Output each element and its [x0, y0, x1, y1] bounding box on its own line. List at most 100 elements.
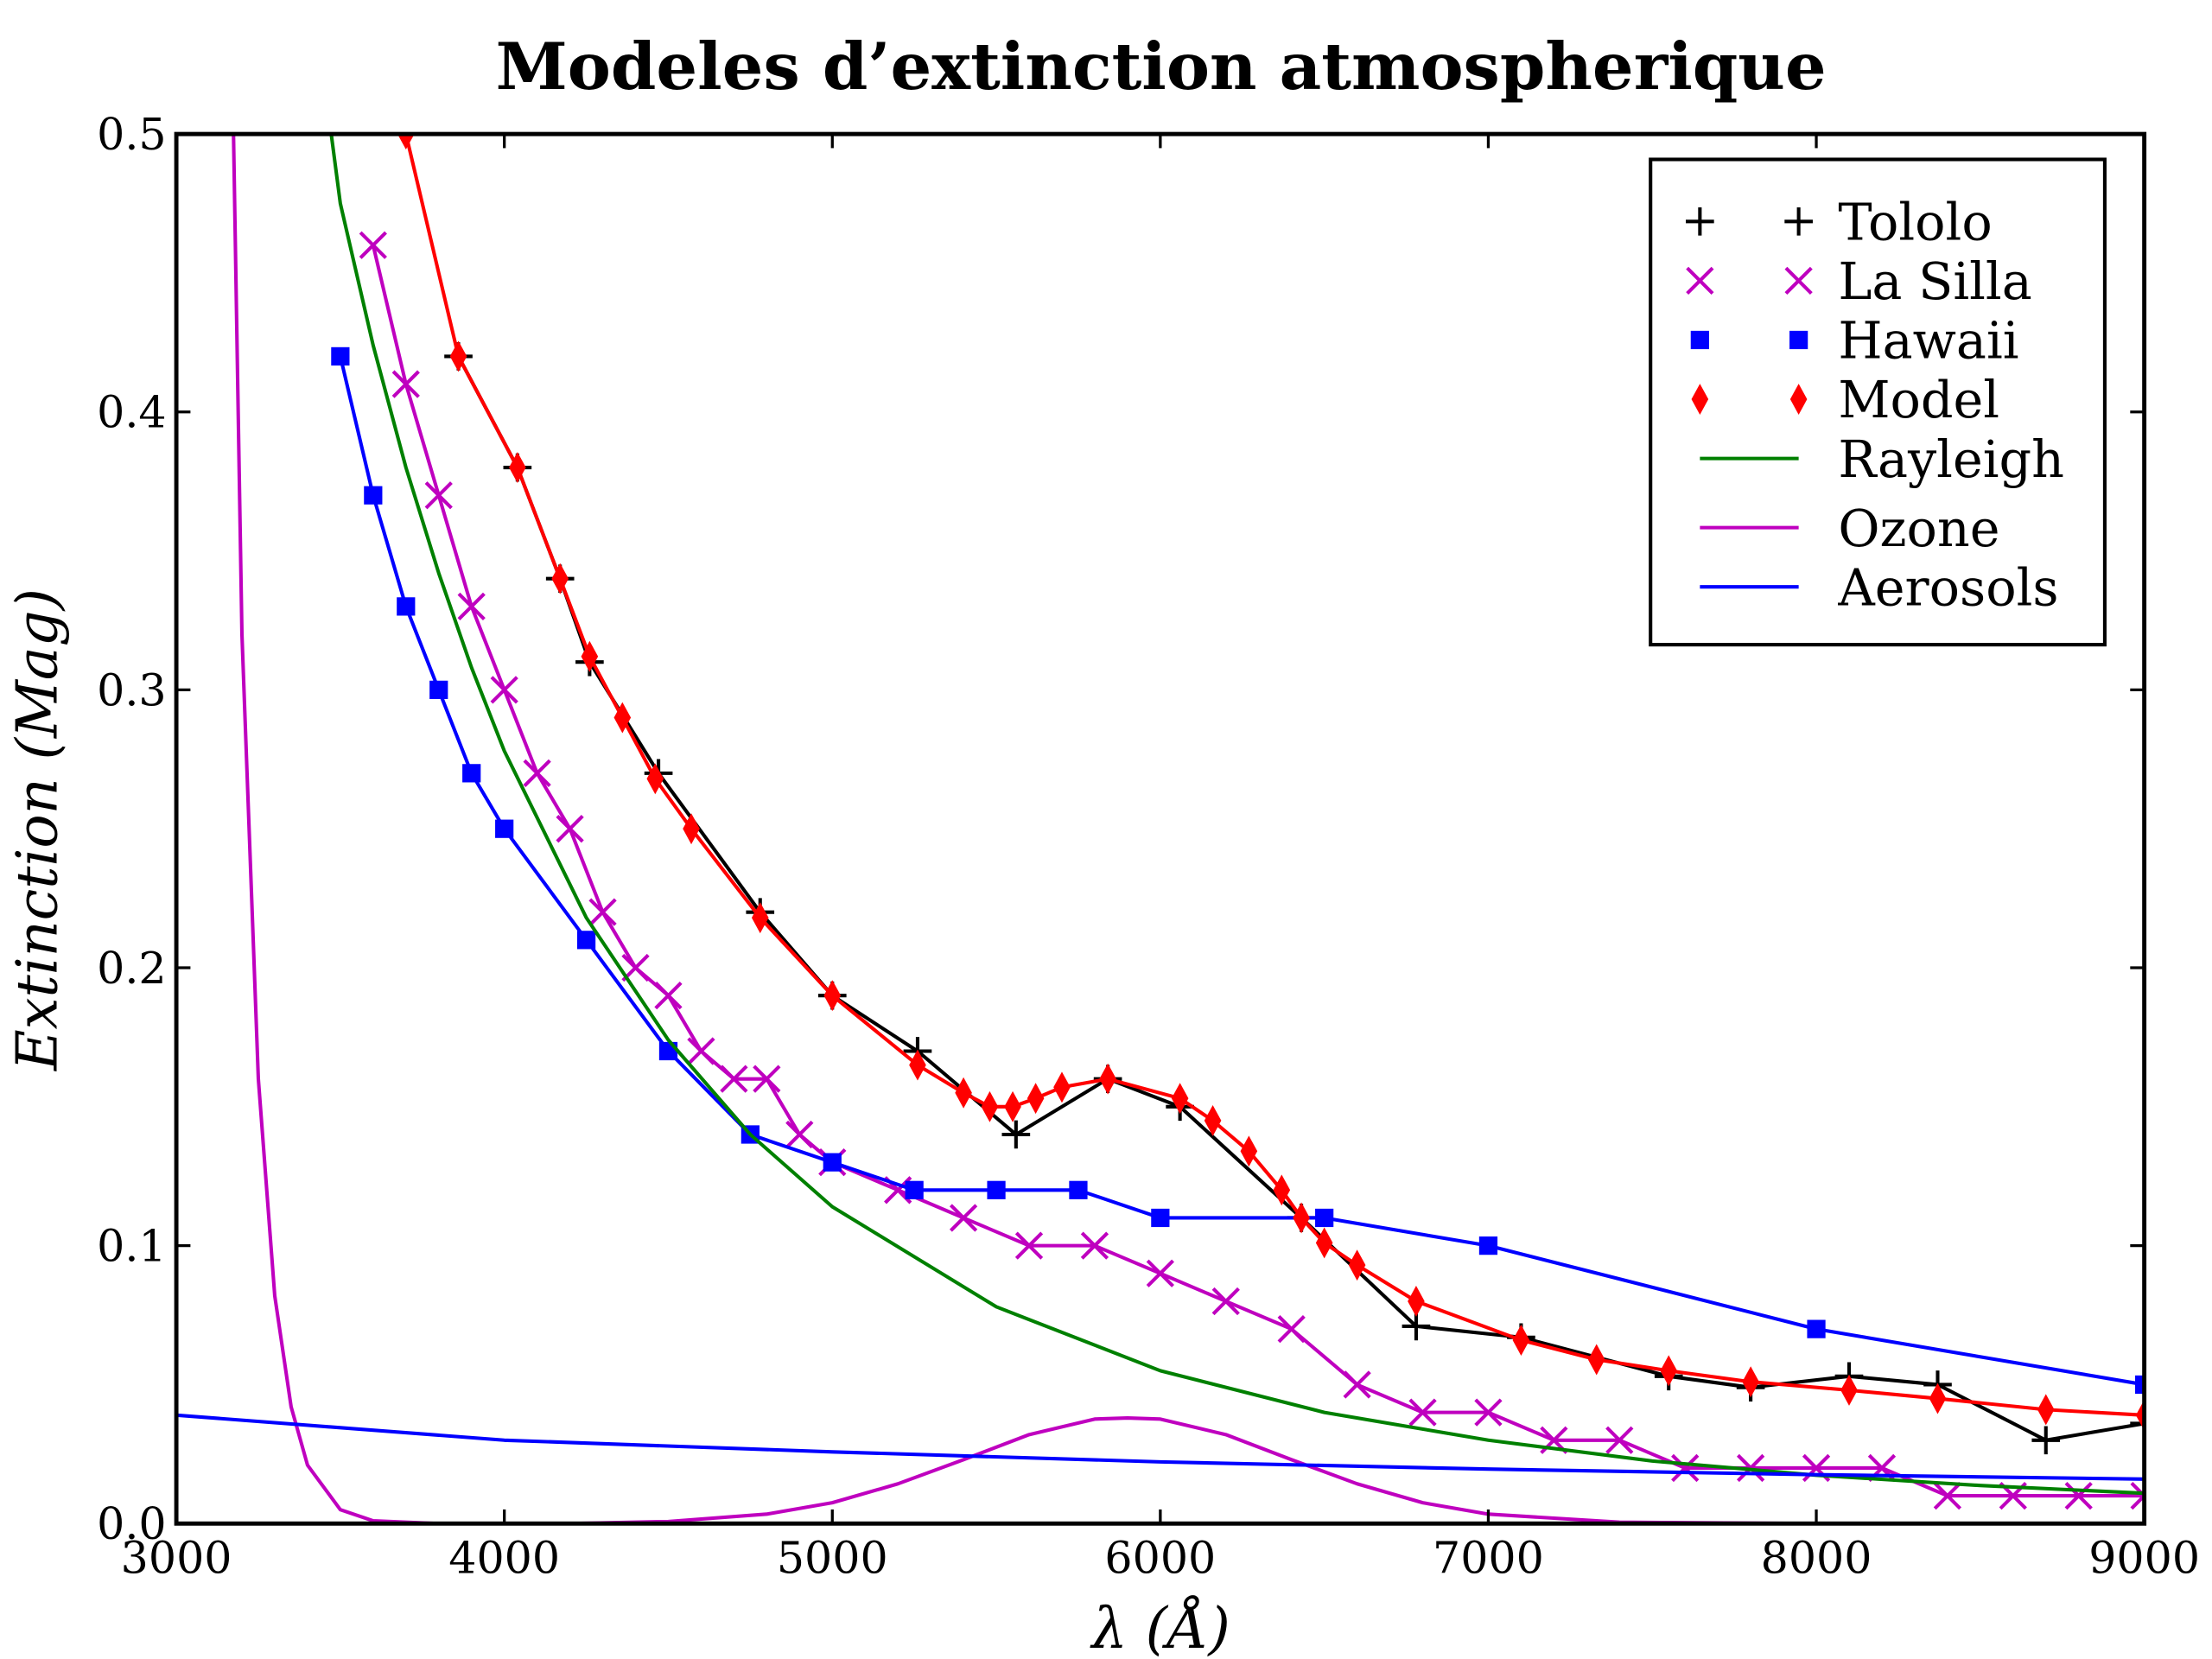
- series-ozone: [232, 134, 2145, 1524]
- data-point-la-silla: [654, 982, 683, 1010]
- data-point-model: [1408, 1286, 1425, 1317]
- series-rayleigh: [329, 134, 2145, 1496]
- legend-entry-la-silla: La Silla: [1686, 251, 2032, 311]
- data-point-hawaii: [429, 680, 448, 699]
- data-point-la-silla: [785, 1120, 814, 1149]
- data-point-model: [509, 452, 526, 484]
- y-tick-label: 0.1: [97, 1221, 167, 1272]
- data-point-model: [1004, 1090, 1021, 1122]
- data-point-hawaii: [1151, 1208, 1170, 1228]
- data-point-la-silla: [1474, 1398, 1503, 1427]
- axis-ticks: 3000 4000 5000 6000 7000 8000 9000 0.0 0.1 0.2 0.3…: [97, 109, 2200, 1583]
- legend-label: Hawaii: [1838, 311, 2018, 371]
- data-point-la-silla: [2064, 1481, 2093, 1510]
- series-line-hawaii: [338, 355, 2145, 1387]
- x-tick-label: 6000: [1104, 1532, 1216, 1583]
- legend-label: Model: [1838, 370, 1999, 429]
- data-point-la-silla: [391, 370, 420, 398]
- x-tick-label: 8000: [1761, 1532, 1872, 1583]
- data-point-hawaii: [823, 1153, 842, 1172]
- legend-box: [1649, 157, 2107, 647]
- data-point-model: [823, 980, 842, 1012]
- data-point-la-silla: [1605, 1426, 1634, 1454]
- y-tick-label: 0.2: [97, 943, 167, 994]
- data-point-la-silla: [424, 481, 453, 510]
- data-point-tololo: [1001, 1120, 1031, 1149]
- data-point-hawaii: [1069, 1180, 1088, 1199]
- data-point-la-silla: [1277, 1314, 1306, 1344]
- data-point-tololo: [2031, 1426, 2061, 1455]
- data-point-model: [581, 640, 599, 672]
- legend-entry-tololo: Tololo: [1686, 193, 1993, 252]
- data-point-la-silla: [457, 592, 486, 621]
- legend-entry-hawaii: Hawaii: [1690, 311, 2019, 371]
- data-point-la-silla: [720, 1065, 748, 1093]
- data-point-hawaii: [576, 931, 596, 950]
- legend-label: Tololo: [1838, 193, 1992, 252]
- series-la-silla: [359, 231, 2145, 1510]
- series-line-aerosols: [176, 1413, 2145, 1481]
- x-axis-label: λ (Å): [1090, 1595, 1230, 1659]
- legend-marker: [1690, 330, 1709, 350]
- legend-entry-aerosols: Aerosols: [1700, 557, 2059, 617]
- legend-marker: [1784, 207, 1813, 236]
- legend-marker: [1686, 266, 1714, 296]
- data-point-model: [1512, 1325, 1530, 1356]
- data-point-model: [981, 1090, 999, 1122]
- y-tick-label: 0.5: [97, 109, 167, 160]
- data-point-model: [955, 1077, 972, 1109]
- data-point-la-silla: [1408, 1398, 1437, 1427]
- data-point-la-silla: [588, 898, 617, 926]
- series-line-ozone: [232, 134, 2145, 1524]
- y-tick-label: 0.4: [97, 387, 167, 438]
- data-point-model: [1053, 1071, 1071, 1103]
- y-tick-label: 0.0: [97, 1498, 167, 1549]
- legend-label: La Silla: [1838, 251, 2031, 311]
- x-tick-label: 9000: [2088, 1532, 2200, 1583]
- data-point-model: [551, 563, 569, 594]
- data-point-la-silla: [1933, 1481, 1962, 1510]
- data-point-model: [2037, 1394, 2055, 1426]
- data-point-hawaii: [1315, 1208, 1334, 1228]
- data-point-model: [1929, 1382, 1947, 1414]
- legend-marker: [1784, 266, 1813, 296]
- data-point-model: [1273, 1174, 1291, 1206]
- data-point-la-silla: [523, 759, 551, 787]
- data-point-la-silla: [1146, 1259, 1174, 1287]
- data-point-model: [751, 902, 769, 934]
- legend-entry-ozone: Ozone: [1700, 499, 2000, 558]
- data-point-model: [646, 763, 664, 795]
- legend-marker: [1686, 207, 1714, 236]
- data-point-la-silla: [753, 1065, 781, 1093]
- data-point-la-silla: [2130, 1481, 2145, 1510]
- y-axis-label: Extinction (Mag): [4, 588, 70, 1071]
- data-point-model: [1587, 1344, 1605, 1376]
- series-aerosols: [176, 1413, 2145, 1481]
- legend-entry-model: Model: [1691, 370, 1999, 429]
- chart-title: Modeles d’extinction atmospherique: [496, 28, 1827, 105]
- data-point-la-silla: [556, 815, 584, 843]
- data-point-model: [1742, 1366, 1759, 1398]
- legend-label: Ozone: [1838, 499, 1999, 558]
- data-point-hawaii: [364, 486, 383, 505]
- data-point-hawaii: [1807, 1319, 1826, 1338]
- x-tick-label: 3000: [121, 1532, 232, 1583]
- data-point-tololo: [2130, 1409, 2145, 1438]
- data-point-hawaii: [397, 597, 416, 616]
- data-point-model: [1171, 1083, 1189, 1115]
- data-point-hawaii: [987, 1180, 1006, 1199]
- data-point-la-silla: [490, 676, 518, 704]
- data-point-hawaii: [1478, 1236, 1498, 1255]
- data-point-model: [1315, 1227, 1333, 1259]
- data-point-la-silla: [1211, 1287, 1240, 1316]
- data-point-la-silla: [949, 1204, 978, 1232]
- data-point-hawaii: [905, 1180, 924, 1199]
- data-point-model: [909, 1049, 926, 1081]
- data-point-la-silla: [1014, 1231, 1044, 1260]
- data-point-model: [1027, 1083, 1045, 1115]
- data-point-la-silla: [687, 1037, 715, 1065]
- legend-marker: [1789, 384, 1808, 415]
- data-point-model: [1099, 1063, 1116, 1095]
